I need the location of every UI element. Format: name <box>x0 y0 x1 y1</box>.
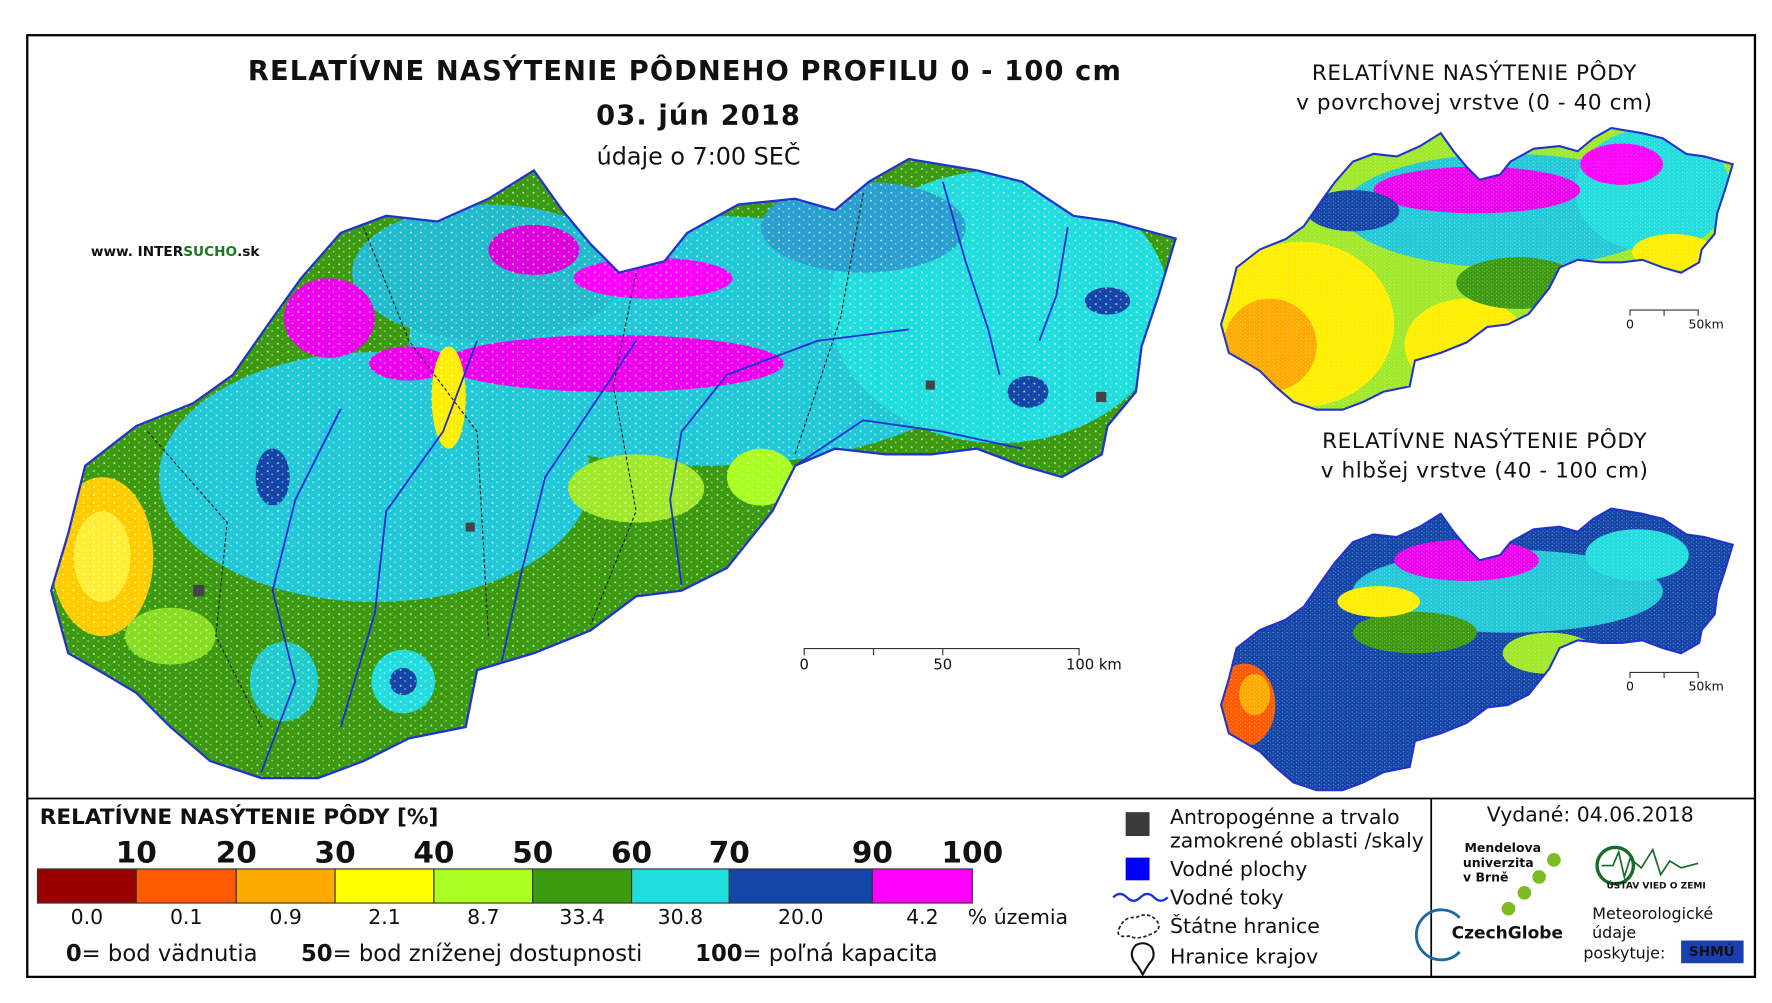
note-text: = poľná kapacita <box>743 941 938 967</box>
provider-text: poskytuje: <box>1583 944 1665 963</box>
legend-threshold: 10 <box>116 836 157 870</box>
legend-threshold: 40 <box>413 836 454 870</box>
symbol-label: zamokrené oblasti /skaly <box>1170 829 1424 853</box>
scale-label: 0 <box>1626 679 1634 694</box>
note-text: = bod zníženej dostupnosti <box>333 941 643 967</box>
legend-share: 20.0 <box>778 905 824 929</box>
map-date: 03. jún 2018 <box>596 100 801 131</box>
legend-share: 30.8 <box>658 905 704 929</box>
website-part: .sk <box>237 244 260 260</box>
symbol-icon <box>1112 892 1169 902</box>
logo-arc <box>1415 908 1461 962</box>
legend-share: 8.7 <box>467 905 500 929</box>
inset-subtitle: v povrchovej vrstve (0 - 40 cm) <box>1296 90 1652 115</box>
symbol-icon <box>1117 914 1160 939</box>
logo-ring <box>1595 845 1636 886</box>
issued-date: Vydané: 04.06.2018 <box>1487 803 1694 827</box>
legend-swatch <box>532 868 633 904</box>
legend-share: 4.2 <box>906 905 939 929</box>
provider-text: údaje <box>1592 923 1636 942</box>
note-key: 50 <box>301 941 333 967</box>
website-part: www. INTER <box>91 244 184 260</box>
symbol-icon <box>1125 812 1150 837</box>
scale-label: 0 <box>800 657 809 674</box>
scale-label: 50km <box>1688 679 1723 694</box>
legend-note: 100= poľná kapacita <box>695 941 938 967</box>
scale-bar <box>1629 671 1699 679</box>
legend-swatch <box>334 868 435 904</box>
website: www. INTERSUCHO.sk <box>91 244 261 260</box>
note-key: 0 <box>66 941 82 967</box>
logo-text: Mendelova <box>1464 840 1541 855</box>
legend-title: RELATÍVNE NASÝTENIE PÔDY [%] <box>40 804 439 830</box>
note-text: = bod vädnutia <box>82 941 258 967</box>
legend-share: 0.1 <box>170 905 203 929</box>
inset-title: RELATÍVNE NASÝTENIE PÔDY <box>1322 428 1647 454</box>
symbol-icon <box>1125 857 1150 881</box>
logo-text: v Brně <box>1463 870 1509 885</box>
provider-text: Meteorologické <box>1592 904 1713 923</box>
scale-label: 50km <box>1688 316 1723 331</box>
symbol-label: Vodné toky <box>1170 885 1284 909</box>
legend-threshold: 70 <box>709 836 750 870</box>
legend-swatch <box>433 868 534 904</box>
symbol-label: Vodné plochy <box>1170 857 1307 881</box>
legend-swatch <box>871 868 973 904</box>
legend-threshold: 20 <box>216 836 257 870</box>
legend-threshold: 90 <box>852 836 893 870</box>
note-key: 100 <box>695 941 742 967</box>
legend-swatch <box>235 868 336 904</box>
legend-unit: % územia <box>968 905 1068 929</box>
scale-bar <box>1629 309 1699 316</box>
inset-title: RELATÍVNE NASÝTENIE PÔDY <box>1312 60 1637 86</box>
logo-box <box>1681 940 1744 964</box>
legend-share: 2.1 <box>368 905 401 929</box>
legend-share: 0.9 <box>269 905 302 929</box>
logo-text: ÚSTAV VIED O ZEMI <box>1606 880 1705 892</box>
logo-text: SHMÚ <box>1689 942 1735 960</box>
legend-threshold: 50 <box>512 836 553 870</box>
legend-threshold: 60 <box>611 836 652 870</box>
legend-swatch <box>630 868 730 904</box>
legend-threshold: 30 <box>315 836 356 870</box>
symbol-label: Antropogénne a trvalo <box>1170 805 1400 829</box>
website-part: SUCHO <box>183 244 237 260</box>
legend-share: 0.0 <box>71 905 104 929</box>
symbol-icon <box>1130 942 1155 977</box>
logo-text: CzechGlobe <box>1452 924 1563 944</box>
symbol-label: Štátne hranice <box>1170 913 1320 938</box>
logo-wave <box>1601 847 1699 881</box>
legend-threshold: 100 <box>942 836 1004 870</box>
legend-note: 50= bod zníženej dostupnosti <box>301 941 642 967</box>
main-map <box>51 159 1176 779</box>
legend-swatch <box>728 868 873 904</box>
logo-text: univerzita <box>1463 855 1534 870</box>
map-time: údaje o 7:00 SEČ <box>597 142 801 170</box>
scale-label: 100 km <box>1066 657 1122 674</box>
scale-label: 50 <box>933 657 952 674</box>
logo-dots <box>1501 853 1561 916</box>
legend-swatch <box>36 868 137 904</box>
scale-label: 0 <box>1626 316 1634 331</box>
inset-subtitle: v hlbšej vrstve (40 - 100 cm) <box>1321 458 1649 483</box>
map-title: RELATÍVNE NASÝTENIE PÔDNEHO PROFILU 0 - … <box>248 55 1122 87</box>
legend-scale: 0.0 0.1 0.9 2.1 8.7 33.4 30.8 20.0 4.2 10 20 30 40 50… <box>36 836 1068 967</box>
legend-share: 33.4 <box>559 905 605 929</box>
scale-bar <box>803 648 1080 656</box>
legend-note: 0= bod vädnutia <box>66 941 258 967</box>
symbol-label: Hranice krajov <box>1170 945 1318 969</box>
legend-swatch <box>135 868 237 904</box>
